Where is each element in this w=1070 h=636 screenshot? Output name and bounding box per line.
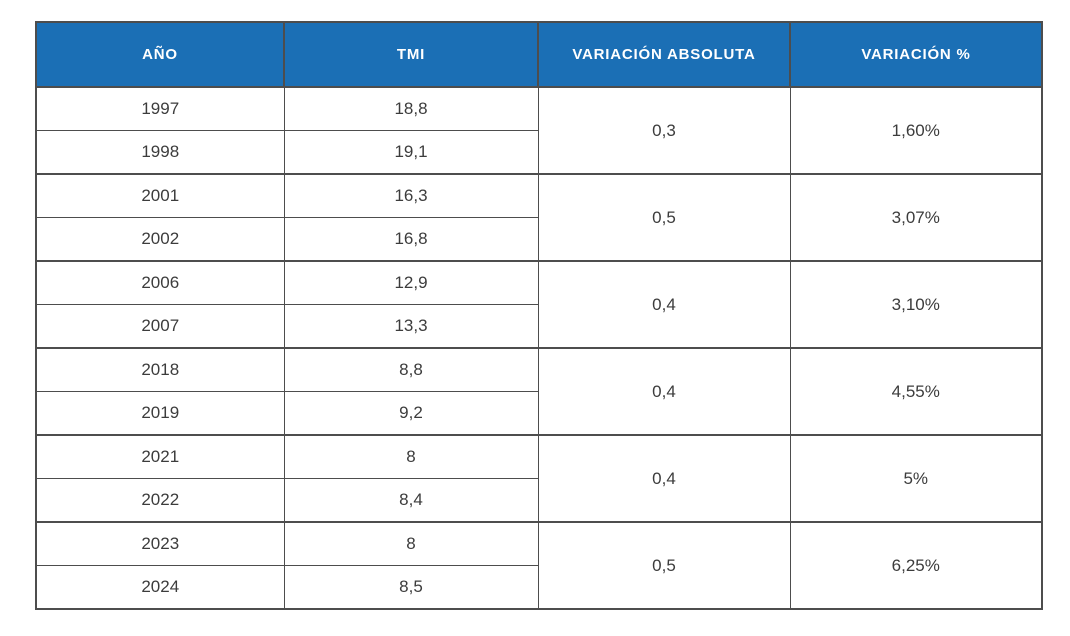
tmi-cell: 8,8 [283, 347, 539, 392]
tmi-variation-table: AÑO TMI VARIACIÓN ABSOLUTA VARIACIÓN % 1… [35, 21, 1043, 610]
year-cell: 2018 [35, 347, 285, 392]
column-header-ano: AÑO [35, 21, 285, 88]
tmi-cell: 8,5 [283, 565, 539, 610]
tmi-cell: 16,8 [283, 217, 539, 262]
year-cell: 2007 [35, 304, 285, 349]
variacion-absoluta-cell: 0,5 [537, 173, 791, 262]
variacion-pct-cell: 6,25% [789, 521, 1043, 610]
column-header-variacion-absoluta: VARIACIÓN ABSOLUTA [537, 21, 791, 88]
table-row: 2022 8,4 [35, 478, 1042, 523]
variacion-pct-cell: 5% [789, 434, 1043, 523]
tmi-cell: 12,9 [283, 260, 539, 305]
variacion-pct-cell: 3,07% [789, 173, 1043, 262]
table-row: 2024 8,5 [35, 565, 1042, 610]
variacion-pct-cell: 1,60% [789, 86, 1043, 175]
variacion-absoluta-cell: 0,4 [537, 434, 791, 523]
tmi-cell: 13,3 [283, 304, 539, 349]
table-row: 2021 8 0,4 5% [35, 434, 1043, 523]
table-row: 2002 16,8 [35, 217, 1042, 262]
table-row: 2007 13,3 [35, 304, 1042, 349]
column-header-tmi: TMI [283, 21, 539, 88]
year-cell: 2019 [35, 391, 285, 436]
tmi-cell: 9,2 [283, 391, 539, 436]
variacion-absoluta-cell: 0,4 [537, 347, 791, 436]
year-cell: 2023 [35, 521, 285, 566]
variacion-absoluta-cell: 0,5 [537, 521, 791, 610]
year-cell: 1997 [35, 86, 285, 131]
year-cell: 2002 [35, 217, 285, 262]
table-row: 2001 16,3 0,5 3,07% [35, 173, 1043, 262]
variacion-pct-cell: 4,55% [789, 347, 1043, 436]
tmi-cell: 16,3 [283, 173, 539, 218]
tmi-cell: 18,8 [283, 86, 539, 131]
tmi-cell: 8,4 [283, 478, 539, 523]
table-row: 2019 9,2 [35, 391, 1042, 436]
tmi-cell: 19,1 [283, 130, 539, 175]
variacion-absoluta-cell: 0,3 [537, 86, 791, 175]
year-cell: 2001 [35, 173, 285, 218]
year-cell: 2006 [35, 260, 285, 305]
table-row: 2023 8 0,5 6,25% [35, 521, 1043, 610]
year-cell: 2021 [35, 434, 285, 479]
variacion-pct-cell: 3,10% [789, 260, 1043, 349]
tmi-cell: 8 [283, 521, 539, 566]
table-header-row: AÑO TMI VARIACIÓN ABSOLUTA VARIACIÓN % [35, 21, 1043, 88]
year-cell: 2022 [35, 478, 285, 523]
column-header-variacion-pct: VARIACIÓN % [789, 21, 1043, 88]
table-row: 2006 12,9 0,4 3,10% [35, 260, 1043, 349]
tmi-cell: 8 [283, 434, 539, 479]
variacion-absoluta-cell: 0,4 [537, 260, 791, 349]
table-row: 2018 8,8 0,4 4,55% [35, 347, 1043, 436]
table-row: 1998 19,1 [35, 130, 1042, 175]
year-cell: 1998 [35, 130, 285, 175]
table-row: 1997 18,8 0,3 1,60% [35, 86, 1043, 175]
year-cell: 2024 [35, 565, 285, 610]
